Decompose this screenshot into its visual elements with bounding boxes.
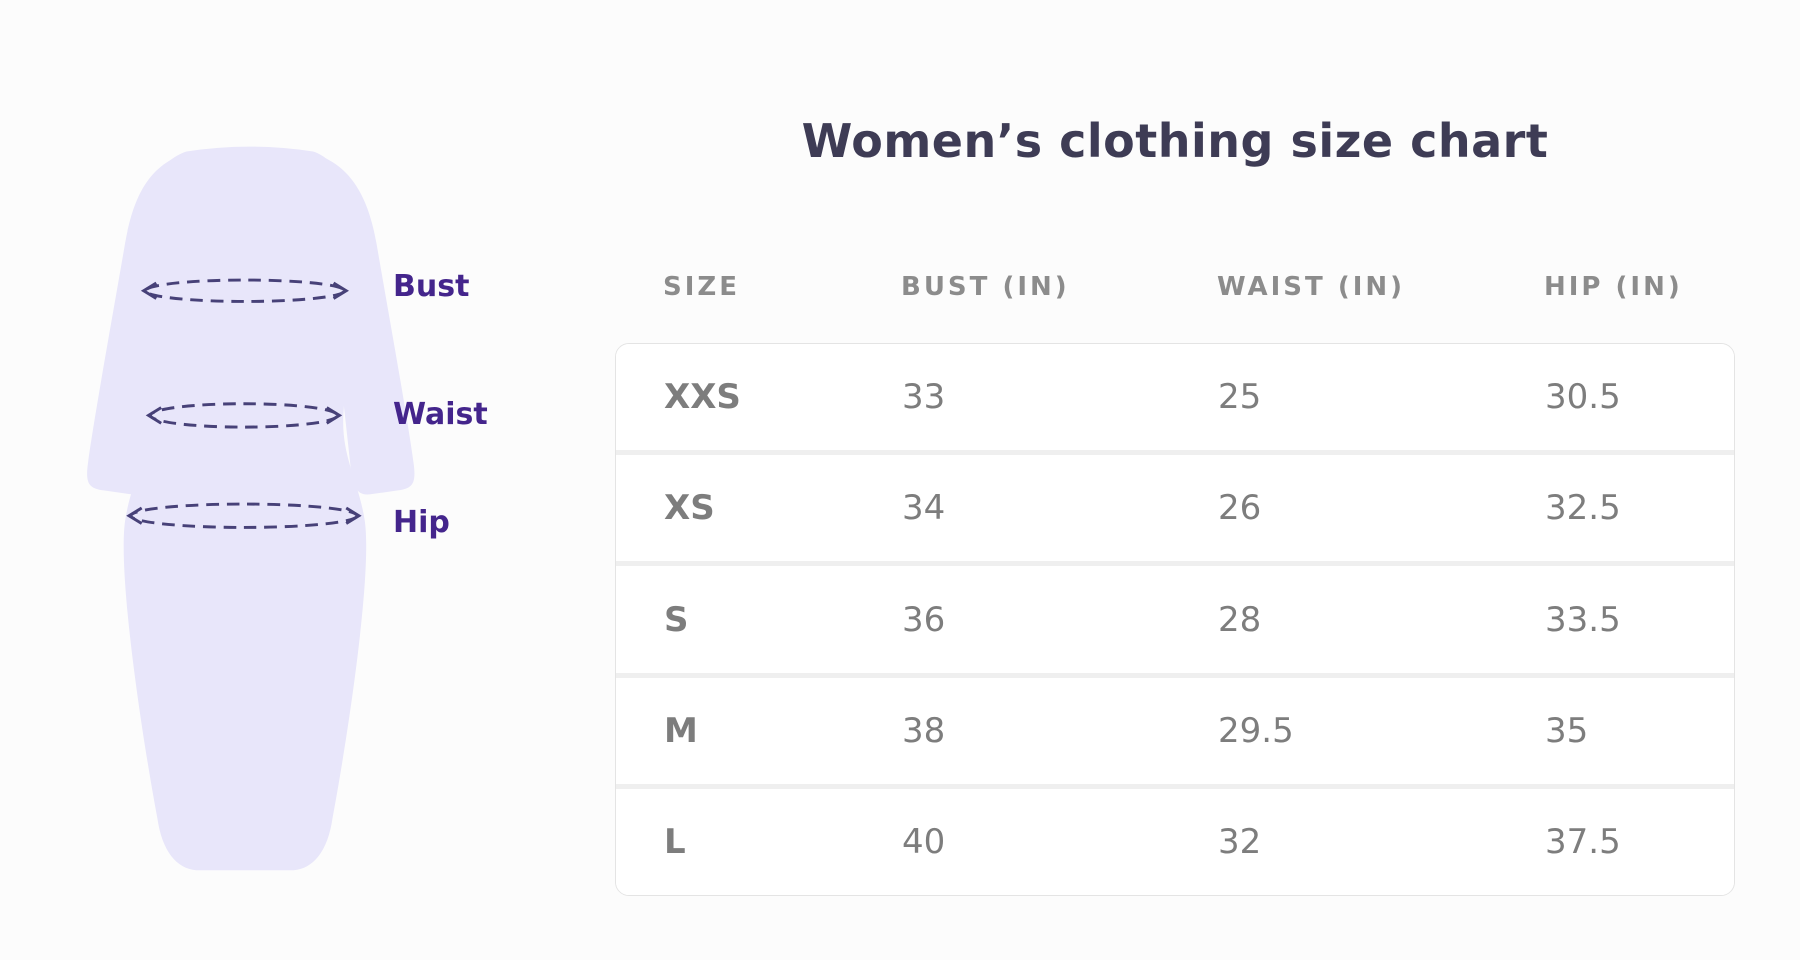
table-row-s: S 36 28 33.5 — [616, 561, 1734, 673]
hip-value: 32.5 — [1545, 488, 1621, 529]
dress-illustration — [87, 146, 415, 871]
table-row-l: L 40 32 37.5 — [616, 783, 1734, 895]
size-table: XXS 33 25 30.5 XS 34 26 32.5 S 36 28 33.… — [615, 343, 1735, 896]
size-value: S — [664, 599, 689, 640]
waist-value: 32 — [1218, 821, 1262, 862]
dress-body-shape — [123, 146, 367, 871]
waist-label: Waist — [393, 397, 488, 432]
page-title: Women’s clothing size chart — [801, 114, 1549, 168]
waist-value: 29.5 — [1218, 710, 1294, 751]
hip-value: 30.5 — [1545, 377, 1621, 418]
column-header-hip: HIP (in) — [1544, 272, 1683, 302]
hip-guide-ellipse — [126, 502, 362, 529]
waist-value: 25 — [1218, 377, 1262, 418]
table-header-row: SIZE BUST (in) WAIST (in) HIP (in) — [615, 272, 1735, 302]
table-row-xxs: XXS 33 25 30.5 — [616, 344, 1734, 451]
hip-value: 33.5 — [1545, 599, 1621, 640]
bust-value: 34 — [902, 488, 946, 529]
dress-right-sleeve — [313, 153, 415, 495]
bust-value: 33 — [902, 377, 946, 418]
table-row-m: M 38 29.5 35 — [616, 672, 1734, 784]
bust-value: 38 — [902, 710, 946, 751]
dress-left-sleeve — [87, 153, 187, 495]
waist-value: 26 — [1218, 488, 1262, 529]
bust-label: Bust — [393, 269, 470, 304]
size-value: M — [664, 710, 698, 751]
hip-value: 35 — [1545, 710, 1589, 751]
waist-value: 28 — [1218, 599, 1262, 640]
hip-value: 37.5 — [1545, 821, 1621, 862]
size-value: XXS — [664, 377, 741, 418]
table-row-xs: XS 34 26 32.5 — [616, 450, 1734, 562]
column-header-waist: WAIST (in) — [1217, 272, 1406, 302]
size-value: L — [664, 821, 686, 862]
size-value: XS — [664, 488, 715, 529]
column-header-bust: BUST (in) — [901, 272, 1070, 302]
bust-value: 36 — [902, 599, 946, 640]
column-header-size: SIZE — [663, 272, 741, 302]
bust-guide-ellipse — [140, 278, 350, 303]
hip-label: Hip — [393, 505, 450, 540]
bust-value: 40 — [902, 821, 946, 862]
waist-guide-ellipse — [145, 402, 343, 429]
